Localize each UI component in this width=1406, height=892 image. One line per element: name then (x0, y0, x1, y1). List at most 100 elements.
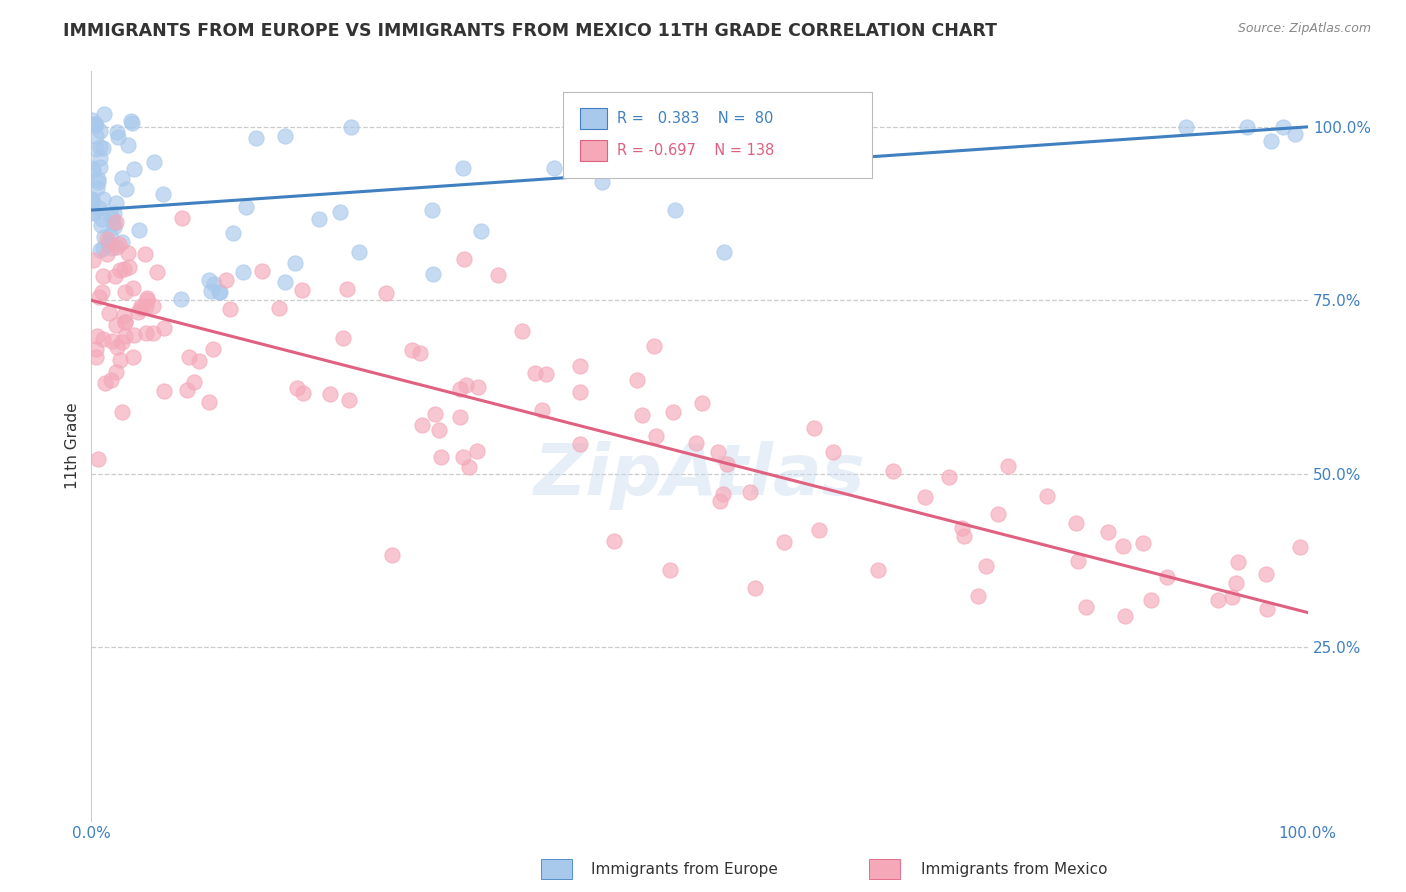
Point (114, 315, 136, 329)
Point (114, 285, 136, 299)
Point (121, 116, 143, 130)
Point (997, 458, 1019, 473)
Point (631, 408, 654, 422)
Bar (581, 139, 607, 161)
Point (93, 192, 115, 206)
Point (129, 300, 152, 314)
Point (121, 280, 143, 294)
Point (987, 508, 1010, 522)
Point (1225, 576, 1247, 591)
Point (591, 175, 613, 189)
Point (103, 219, 125, 234)
Point (1175, 120, 1198, 134)
Point (105, 340, 128, 354)
Point (1206, 592, 1229, 607)
Point (1111, 539, 1133, 553)
Point (531, 402, 554, 417)
Point (82, 161, 104, 175)
Point (153, 321, 176, 335)
Point (97, 236, 120, 251)
Point (347, 244, 370, 259)
Point (91, 141, 114, 155)
Point (738, 485, 761, 500)
Point (711, 487, 734, 501)
Point (451, 450, 474, 465)
Point (108, 263, 131, 277)
Point (208, 285, 231, 299)
Point (114, 315, 136, 329)
Point (465, 444, 488, 458)
Point (80, 194, 103, 208)
Point (83, 117, 105, 131)
Point (87, 175, 110, 189)
Point (868, 563, 890, 577)
Point (336, 282, 359, 296)
Point (90, 285, 112, 300)
Point (91, 212, 114, 227)
Point (120, 114, 142, 128)
Point (134, 247, 156, 261)
Point (183, 375, 205, 389)
Point (145, 264, 167, 278)
Point (101, 211, 124, 226)
Point (96, 232, 118, 246)
Point (534, 367, 557, 381)
Point (662, 405, 685, 419)
Text: Immigrants from Mexico: Immigrants from Mexico (921, 863, 1108, 877)
Point (101, 242, 124, 256)
Point (87, 201, 110, 215)
Point (974, 559, 997, 574)
Point (381, 548, 404, 562)
Point (84, 342, 107, 356)
Point (80, 113, 103, 128)
Point (1064, 516, 1087, 530)
Point (374, 285, 396, 300)
Point (122, 328, 145, 343)
Point (111, 335, 134, 350)
Point (131, 301, 153, 315)
Point (914, 490, 936, 504)
Point (108, 353, 131, 368)
Point (291, 386, 314, 401)
Point (626, 373, 648, 387)
Point (208, 285, 231, 300)
Point (152, 186, 174, 201)
Point (103, 268, 125, 283)
Point (152, 384, 174, 398)
Point (337, 392, 360, 407)
Point (122, 162, 145, 177)
Point (569, 359, 592, 373)
Point (87, 290, 110, 304)
Point (104, 365, 127, 379)
Point (86, 143, 108, 157)
Point (114, 329, 136, 343)
Point (83, 117, 105, 131)
Point (821, 444, 844, 458)
Point (100, 334, 122, 348)
Point (329, 205, 352, 219)
Point (953, 529, 976, 543)
Point (86, 329, 108, 343)
Point (967, 589, 990, 603)
Point (142, 326, 165, 341)
Point (713, 244, 735, 259)
Text: IMMIGRANTS FROM EUROPE VS IMMIGRANTS FROM MEXICO 11TH GRADE CORRELATION CHART: IMMIGRANTS FROM EUROPE VS IMMIGRANTS FRO… (63, 22, 997, 40)
Point (1140, 593, 1163, 607)
Point (1272, 120, 1295, 134)
Point (104, 215, 127, 229)
Point (235, 200, 257, 214)
Point (1260, 134, 1282, 148)
Point (340, 120, 363, 134)
Point (690, 396, 713, 410)
Point (142, 299, 165, 313)
Point (82, 162, 104, 177)
Point (308, 211, 330, 226)
Point (707, 445, 730, 459)
Point (744, 581, 766, 595)
Point (938, 470, 960, 484)
Point (87, 172, 110, 186)
Point (1288, 540, 1310, 554)
Point (1254, 567, 1277, 582)
Text: Source: ZipAtlas.com: Source: ZipAtlas.com (1237, 22, 1371, 36)
Point (82, 192, 104, 206)
